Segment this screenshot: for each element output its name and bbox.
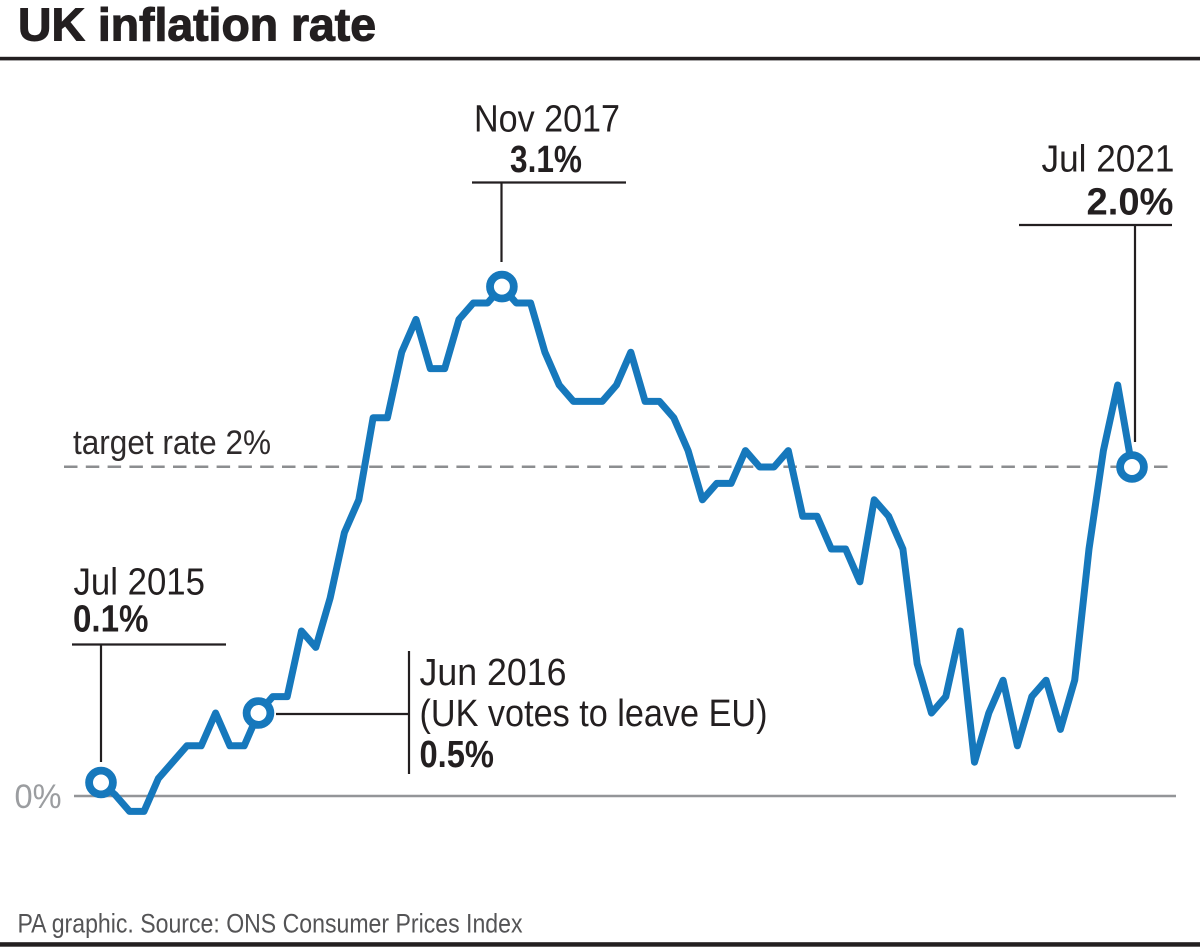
svg-text:2.0%: 2.0% <box>1087 181 1174 223</box>
svg-text:3.1%: 3.1% <box>510 139 582 181</box>
svg-text:UK inflation rate: UK inflation rate <box>18 0 376 51</box>
svg-text:0.5%: 0.5% <box>420 734 495 776</box>
svg-text:target rate 2%: target rate 2% <box>73 424 271 462</box>
svg-text:Jul 2021: Jul 2021 <box>1042 138 1175 180</box>
svg-text:Nov 2017: Nov 2017 <box>474 98 620 140</box>
svg-text:Jul 2015: Jul 2015 <box>74 561 206 603</box>
svg-text:0%: 0% <box>15 778 62 816</box>
svg-text:0.1%: 0.1% <box>73 599 149 641</box>
svg-text:Jun 2016: Jun 2016 <box>420 652 567 694</box>
svg-text:PA graphic. Source: ONS Consum: PA graphic. Source: ONS Consumer Prices … <box>18 909 523 939</box>
svg-text:(UK votes to leave EU): (UK votes to leave EU) <box>420 693 768 735</box>
